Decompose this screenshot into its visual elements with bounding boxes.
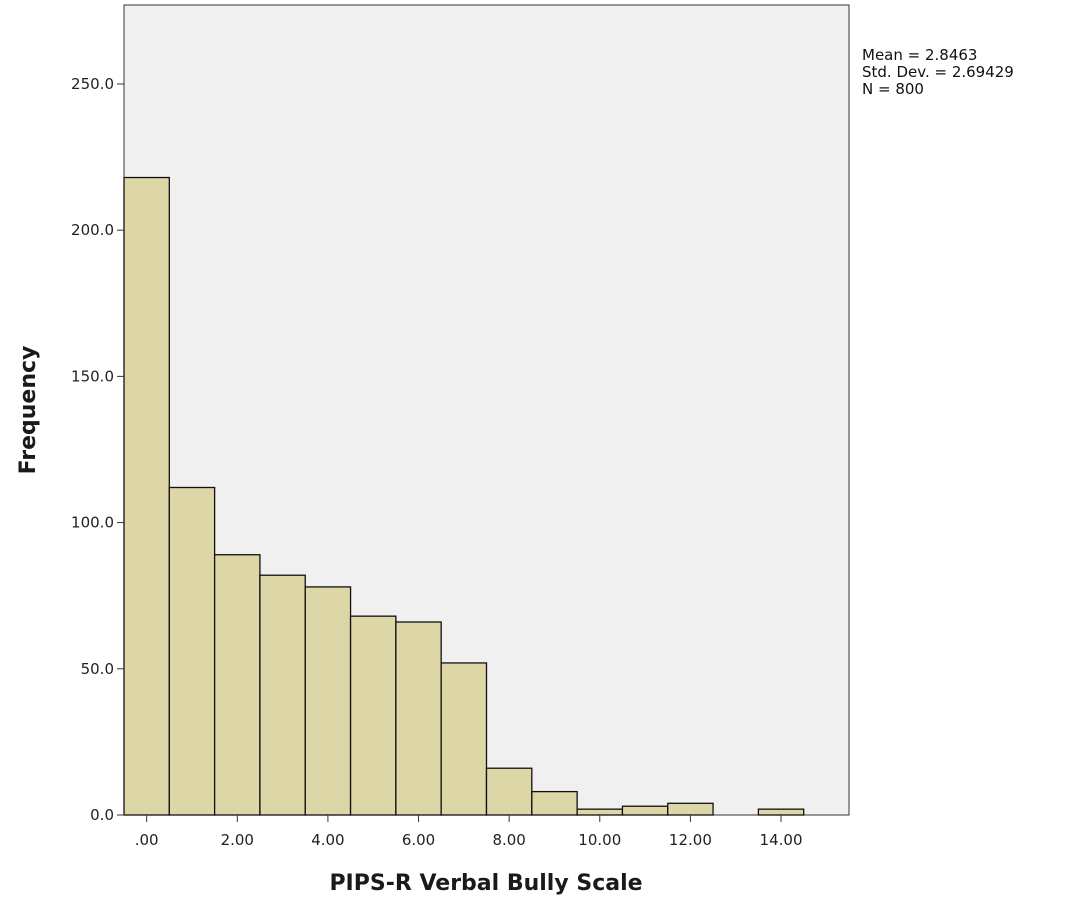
- stats-line: Std. Dev. = 2.69429: [862, 63, 1014, 81]
- histogram-bar-11: [621, 805, 669, 816]
- x-tick-label: 4.00: [311, 831, 344, 849]
- histogram-bar-8: [485, 767, 533, 816]
- x-tick-label: 2.00: [221, 831, 254, 849]
- histogram-bar-0: [123, 176, 170, 816]
- y-tick-label: 50.0: [81, 660, 114, 678]
- x-tick-label: 10.00: [578, 831, 621, 849]
- histogram-bar-10: [576, 808, 624, 816]
- histogram-bar-2: [213, 554, 261, 816]
- x-tick-label: 8.00: [492, 831, 525, 849]
- histogram-bar-5: [349, 615, 397, 816]
- histogram-bar-3: [259, 574, 306, 816]
- stats-line: Mean = 2.8463: [862, 46, 977, 64]
- x-tick-label: 6.00: [402, 831, 435, 849]
- histogram-bar-4: [304, 586, 352, 816]
- histogram-bar-6: [395, 621, 442, 816]
- histogram-bar-12: [667, 802, 714, 816]
- stats-line: N = 800: [862, 80, 924, 98]
- x-tick-label: 14.00: [760, 831, 803, 849]
- y-tick-label: 0.0: [90, 806, 114, 824]
- y-axis: 0.0 50.0 100.0 150.0 200.0 250.0: [71, 75, 124, 824]
- histogram-bar-1: [168, 486, 216, 816]
- x-axis-title: PIPS-R Verbal Bully Scale: [329, 871, 642, 896]
- y-tick-label: 150.0: [71, 367, 114, 385]
- x-tick-label: 12.00: [669, 831, 712, 849]
- histogram-bar-14: [757, 808, 805, 816]
- y-tick-label: 250.0: [71, 75, 114, 93]
- bar-group: [123, 176, 805, 816]
- histogram-bar-7: [440, 662, 488, 816]
- x-axis: .00 2.00 4.00 6.00 8.00 10.00 12.00 14.00: [135, 815, 803, 849]
- x-tick-label: .00: [135, 831, 159, 849]
- y-axis-title: Frequency: [16, 346, 41, 475]
- y-tick-label: 100.0: [71, 514, 114, 532]
- histogram-bar-9: [531, 790, 578, 816]
- y-tick-label: 200.0: [71, 221, 114, 239]
